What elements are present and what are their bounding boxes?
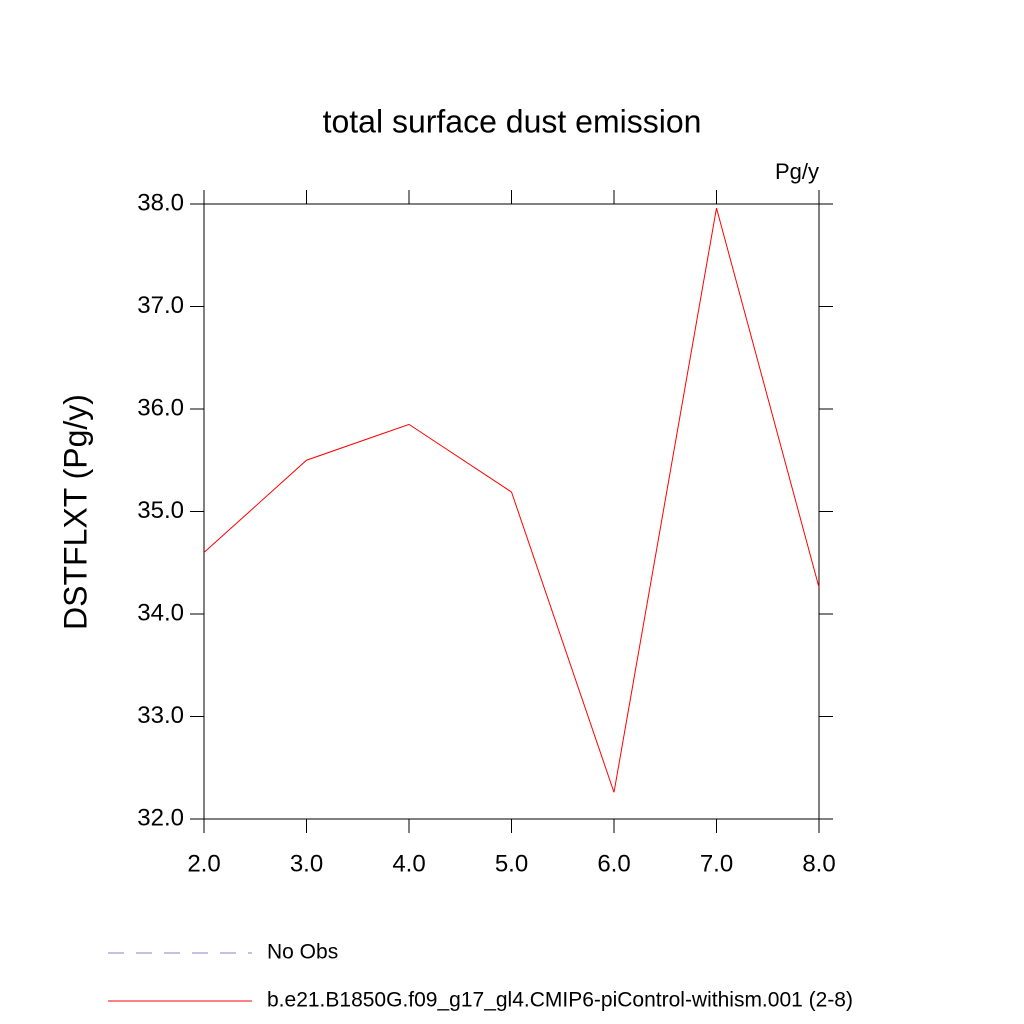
y-tick-label: 33.0 (137, 702, 184, 729)
x-tick-label: 8.0 (802, 850, 835, 877)
x-tick-label: 3.0 (290, 850, 323, 877)
x-tick-label: 7.0 (700, 850, 733, 877)
y-tick-label: 32.0 (137, 804, 184, 831)
legend-label: b.e21.B1850G.f09_g17_gl4.CMIP6-piControl… (267, 989, 853, 1012)
y-tick-label: 35.0 (137, 497, 184, 524)
y-axis-label: DSTFLXT (Pg/y) (57, 394, 93, 630)
y-tick-label: 38.0 (137, 189, 184, 216)
data-line (203, 207, 820, 793)
y-tick-label: 37.0 (137, 292, 184, 319)
legend-label: No Obs (267, 941, 338, 964)
units-label: Pg/y (775, 159, 819, 184)
x-tick-label: 4.0 (392, 850, 425, 877)
x-tick-label: 5.0 (495, 850, 528, 877)
y-tick-label: 36.0 (137, 394, 184, 421)
chart-title: total surface dust emission (323, 103, 702, 139)
y-tick-label: 34.0 (137, 599, 184, 626)
x-tick-label: 6.0 (597, 850, 630, 877)
plot-frame (203, 203, 820, 820)
x-tick-label: 2.0 (187, 850, 220, 877)
